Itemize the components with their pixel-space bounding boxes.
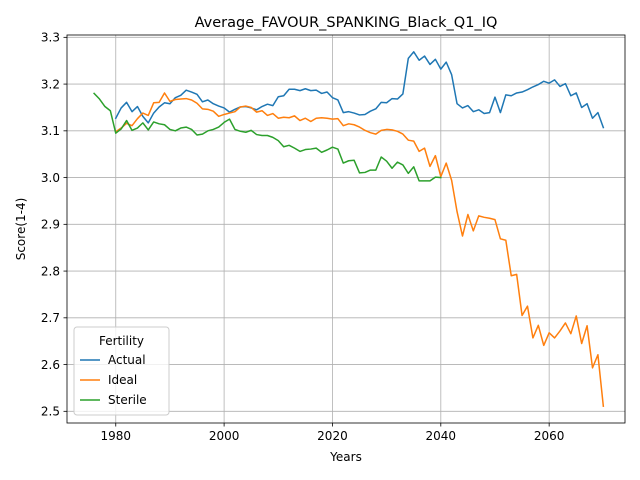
y-tick-label: 3.2 — [41, 77, 60, 91]
y-tick-label: 3.1 — [41, 124, 60, 138]
legend-label-actual: Actual — [108, 353, 146, 367]
chart-title: Average_FAVOUR_SPANKING_Black_Q1_IQ — [195, 15, 498, 31]
x-tick-label: 2020 — [317, 429, 348, 443]
series-line-actual — [114, 51, 605, 129]
legend: Fertility Actual Ideal Sterile — [73, 326, 170, 416]
grid — [67, 35, 625, 423]
x-tick-label: 1980 — [100, 429, 131, 443]
y-tick-label: 2.7 — [41, 311, 60, 325]
legend-box — [73, 326, 170, 416]
legend-label-sterile: Sterile — [108, 393, 147, 407]
y-tick-label: 3.0 — [41, 171, 60, 185]
series-line-sterile — [93, 92, 442, 182]
y-tick-label: 2.8 — [41, 264, 60, 278]
legend-title: Fertility — [99, 334, 144, 348]
y-axis-ticks: 2.5 2.6 2.7 2.8 2.9 3.0 3.1 3.2 3.3 — [41, 31, 67, 419]
x-axis-ticks: 1980 2000 2020 2040 2060 — [100, 423, 564, 443]
legend-entries: Actual Ideal Sterile — [80, 353, 147, 407]
legend-label-ideal: Ideal — [108, 373, 137, 387]
x-axis-label: Years — [329, 450, 362, 464]
series-line-ideal — [114, 92, 605, 407]
x-tick-label: 2000 — [209, 429, 240, 443]
series-lines — [93, 51, 605, 407]
y-axis-label: Score(1-4) — [14, 198, 28, 261]
x-tick-label: 2040 — [426, 429, 457, 443]
y-tick-label: 2.6 — [41, 358, 60, 372]
y-tick-label: 2.9 — [41, 218, 60, 232]
y-tick-label: 2.5 — [41, 405, 60, 419]
y-tick-label: 3.3 — [41, 31, 60, 45]
x-tick-label: 2060 — [534, 429, 565, 443]
plot-area-frame — [66, 34, 626, 424]
